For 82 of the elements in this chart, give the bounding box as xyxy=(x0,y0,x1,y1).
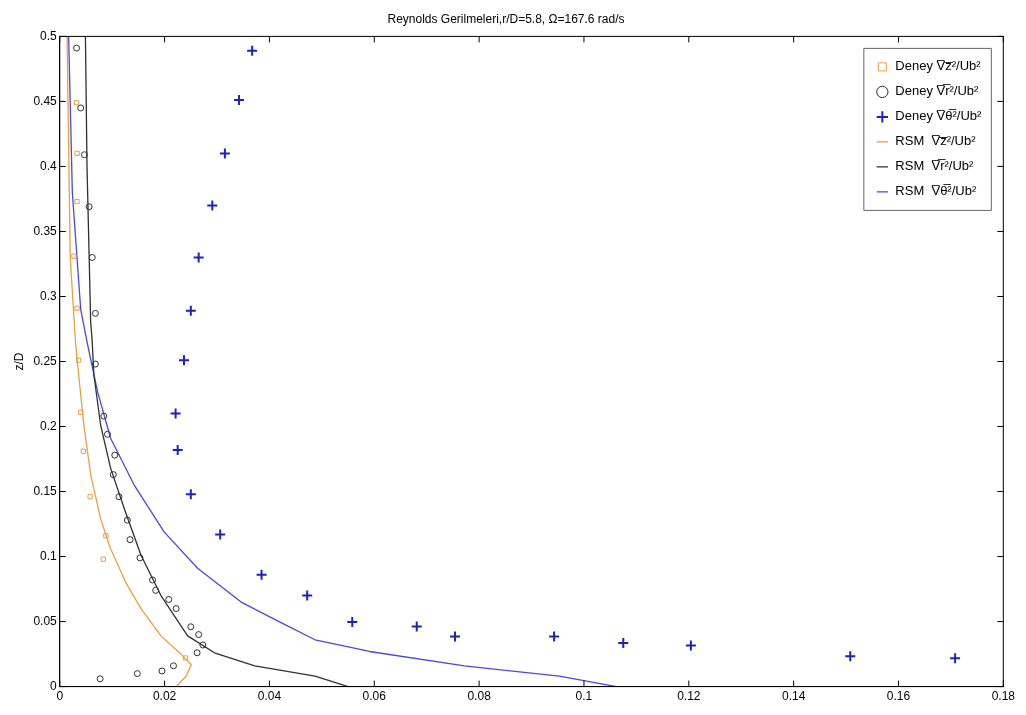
legend-label: Deney V̅z̅²/Ub² xyxy=(895,58,982,74)
point xyxy=(218,147,231,160)
point xyxy=(78,409,84,415)
point xyxy=(187,623,195,631)
point xyxy=(103,430,111,438)
point xyxy=(71,253,77,259)
point xyxy=(170,662,178,670)
point xyxy=(410,620,423,633)
x-tick-label: 0.04 xyxy=(257,689,282,704)
x-tick-label: 0.16 xyxy=(886,689,911,704)
point xyxy=(80,448,86,454)
legend-label: RSM V̅θ̅²/Ub² xyxy=(895,183,977,199)
point xyxy=(133,670,141,678)
x-tick-label: 0.1 xyxy=(575,689,593,704)
point xyxy=(91,309,99,317)
point xyxy=(87,494,93,500)
point xyxy=(158,667,166,675)
legend-label: RSM V̅z̅²/Ub² xyxy=(895,133,977,149)
y-tick-label: 0.2 xyxy=(40,418,58,433)
point xyxy=(255,568,268,581)
point xyxy=(301,589,314,602)
point xyxy=(214,528,227,541)
point xyxy=(91,360,99,368)
y-tick-label: 0.1 xyxy=(40,548,58,563)
point xyxy=(152,586,160,594)
point xyxy=(74,198,80,205)
point xyxy=(111,451,119,459)
y-tick-label: 0.35 xyxy=(33,223,58,238)
point xyxy=(182,655,189,661)
point xyxy=(126,536,134,544)
legend-label: Deney V̅θ̅²/Ub² xyxy=(895,108,982,124)
y-axis-title: z/D xyxy=(11,352,26,371)
x-tick-label: 0.12 xyxy=(677,689,701,704)
point xyxy=(165,595,173,603)
point xyxy=(73,44,81,52)
point xyxy=(149,576,157,584)
x-tick-label: 0.06 xyxy=(362,689,387,704)
y-tick-label: 0.3 xyxy=(40,288,58,303)
point xyxy=(85,203,93,211)
point xyxy=(96,675,104,683)
y-tick-label: 0.15 xyxy=(33,483,58,498)
point xyxy=(100,412,108,420)
point xyxy=(172,605,180,613)
point xyxy=(136,554,144,562)
point xyxy=(192,251,205,264)
point xyxy=(123,516,131,524)
chart-title: Reynolds Gerilmeleri,r/D=5.8, Ω=167.6 rad/s xyxy=(387,11,625,26)
y-tick-label: 0 xyxy=(50,678,58,693)
y-tick-label: 0.25 xyxy=(33,353,58,368)
point xyxy=(169,407,182,420)
legend-label: RSM V̅r̅²/Ub² xyxy=(895,158,975,174)
point xyxy=(206,199,219,212)
point xyxy=(195,631,203,639)
point xyxy=(109,471,117,479)
y-tick-label: 0.45 xyxy=(33,93,58,108)
point xyxy=(246,44,259,57)
point xyxy=(73,100,80,106)
point xyxy=(199,641,207,649)
x-tick-label: 0.08 xyxy=(467,689,492,704)
y-tick-label: 0.4 xyxy=(40,158,58,173)
point xyxy=(184,304,197,317)
y-tick-label: 0.5 xyxy=(40,28,58,43)
point xyxy=(77,104,85,112)
point xyxy=(115,493,123,501)
point xyxy=(949,652,962,665)
point xyxy=(74,150,80,157)
legend-label: Deney V̅r̅²/Ub² xyxy=(895,83,980,99)
point xyxy=(184,488,197,501)
point xyxy=(80,151,88,159)
point xyxy=(74,305,80,311)
point xyxy=(100,556,106,562)
x-tick-label: 0.02 xyxy=(152,689,177,704)
y-tick-label: 0.05 xyxy=(33,613,58,628)
point xyxy=(684,639,697,652)
point xyxy=(76,357,82,363)
point xyxy=(844,650,857,663)
point xyxy=(548,630,561,643)
point xyxy=(103,533,109,539)
point xyxy=(193,649,201,657)
point xyxy=(88,253,96,261)
x-tick-label: 0.14 xyxy=(781,689,806,704)
x-tick-label: 0.18 xyxy=(991,689,1016,704)
